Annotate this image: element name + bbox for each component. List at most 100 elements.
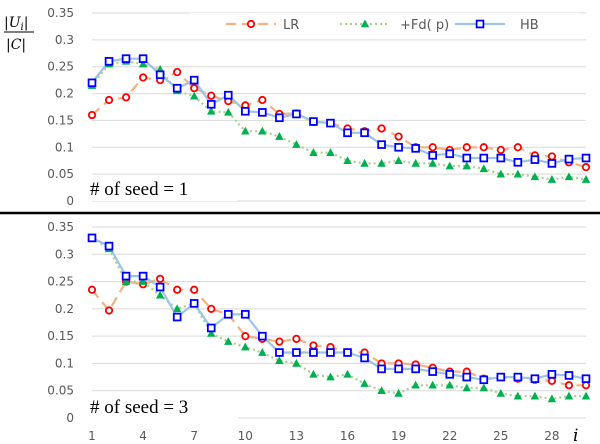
data-point xyxy=(309,117,318,126)
series-line-lr xyxy=(91,70,587,169)
legend-label: +Fd( p) xyxy=(400,18,449,33)
panel-label-background xyxy=(88,394,238,419)
data-point xyxy=(224,107,233,116)
data-point xyxy=(547,159,557,168)
y-tick-label: 0.05 xyxy=(47,167,74,181)
data-point xyxy=(155,282,165,292)
x-tick-label: 10 xyxy=(238,429,253,443)
data-point xyxy=(411,380,420,389)
data-point xyxy=(156,274,165,283)
legend-entry: LR xyxy=(226,18,299,33)
data-point xyxy=(360,158,369,167)
data-point xyxy=(258,331,267,341)
data-point xyxy=(326,118,335,128)
data-point xyxy=(360,379,369,387)
data-point xyxy=(581,175,591,183)
panel-1: 0 0.05 0.1 0.15 0.2 0.25 0.3 0.35 # of seed = 1 xyxy=(47,6,591,208)
data-point xyxy=(513,143,522,152)
x-tick-label: 1 xyxy=(88,429,96,443)
data-point xyxy=(394,132,403,141)
series-line-fdp xyxy=(91,60,587,181)
data-point xyxy=(104,241,114,251)
data-point xyxy=(121,93,131,102)
x-tick-label: 28 xyxy=(544,429,559,443)
data-point xyxy=(496,372,506,382)
data-point xyxy=(275,113,284,123)
series-line-fdp xyxy=(91,236,586,400)
data-point xyxy=(275,356,284,364)
data-point xyxy=(189,75,199,85)
data-point xyxy=(411,158,420,167)
data-point xyxy=(104,57,114,66)
data-point xyxy=(564,391,574,400)
series-markers-fdp xyxy=(87,233,591,403)
data-point xyxy=(581,391,591,400)
data-point xyxy=(87,110,97,120)
y-tick-label: 0.25 xyxy=(47,275,74,289)
data-point xyxy=(138,277,148,285)
data-point xyxy=(581,374,591,384)
data-point xyxy=(326,348,335,357)
data-point xyxy=(172,83,182,93)
y-axis-label-numerator: |Ui| xyxy=(4,15,28,33)
data-point xyxy=(564,154,574,164)
panels: 00.050.10.150.20.250.30.35# of seed = 10… xyxy=(47,6,591,425)
data-point xyxy=(292,334,301,343)
data-point xyxy=(547,394,557,403)
x-tick-label: 7 xyxy=(190,429,198,443)
data-point xyxy=(360,128,369,138)
data-point xyxy=(428,158,437,167)
x-tick-labels: 1 4 7 10 13 16 19 22 25 28 xyxy=(88,429,559,443)
data-point xyxy=(462,161,471,170)
data-point xyxy=(581,381,591,390)
data-point xyxy=(343,348,352,357)
data-point xyxy=(394,364,403,374)
data-point xyxy=(121,271,131,281)
data-point xyxy=(445,149,455,159)
data-point xyxy=(258,126,267,135)
data-point xyxy=(172,304,182,313)
data-point xyxy=(207,304,216,313)
data-point xyxy=(581,163,591,172)
data-point xyxy=(428,380,437,389)
x-tick-label: 13 xyxy=(289,429,304,443)
y-tick-label: 0.2 xyxy=(55,87,74,101)
data-point xyxy=(190,91,199,100)
y-tick-label: 0 xyxy=(66,411,74,425)
data-point xyxy=(343,128,352,138)
data-point xyxy=(155,290,165,299)
data-point xyxy=(292,109,301,119)
legend-entry: +Fd( p) xyxy=(340,18,449,33)
y-tick-label: 0.3 xyxy=(55,247,74,261)
data-point xyxy=(496,169,506,178)
y-tick-label: 0.35 xyxy=(47,220,74,234)
data-point xyxy=(547,376,557,385)
y-axis-label: |Ui| |C| xyxy=(4,15,34,53)
data-point xyxy=(241,106,250,116)
panel-label-background xyxy=(88,176,238,201)
data-point xyxy=(292,348,301,357)
series-markers-lr xyxy=(87,67,591,172)
y-tick-label: 0.15 xyxy=(47,329,74,343)
data-point xyxy=(564,371,574,380)
y-tick-label: 0.05 xyxy=(47,384,74,398)
data-point xyxy=(377,386,386,395)
data-point xyxy=(241,310,250,319)
data-point xyxy=(121,277,131,285)
y-tick-label: 0.2 xyxy=(55,302,74,316)
data-point xyxy=(155,70,165,80)
data-point xyxy=(513,372,523,382)
data-point xyxy=(394,388,403,397)
data-point xyxy=(292,140,301,148)
x-axis-label: i xyxy=(573,426,578,444)
data-point xyxy=(428,143,437,152)
data-point xyxy=(309,348,318,357)
data-point xyxy=(223,90,233,100)
x-tick-label: 16 xyxy=(340,429,355,443)
data-point xyxy=(479,153,489,163)
legend-swatch-marker xyxy=(246,19,256,29)
data-point xyxy=(496,145,505,155)
y-tick-label: 0.35 xyxy=(47,6,74,20)
data-point xyxy=(173,67,182,77)
data-point xyxy=(581,153,591,163)
